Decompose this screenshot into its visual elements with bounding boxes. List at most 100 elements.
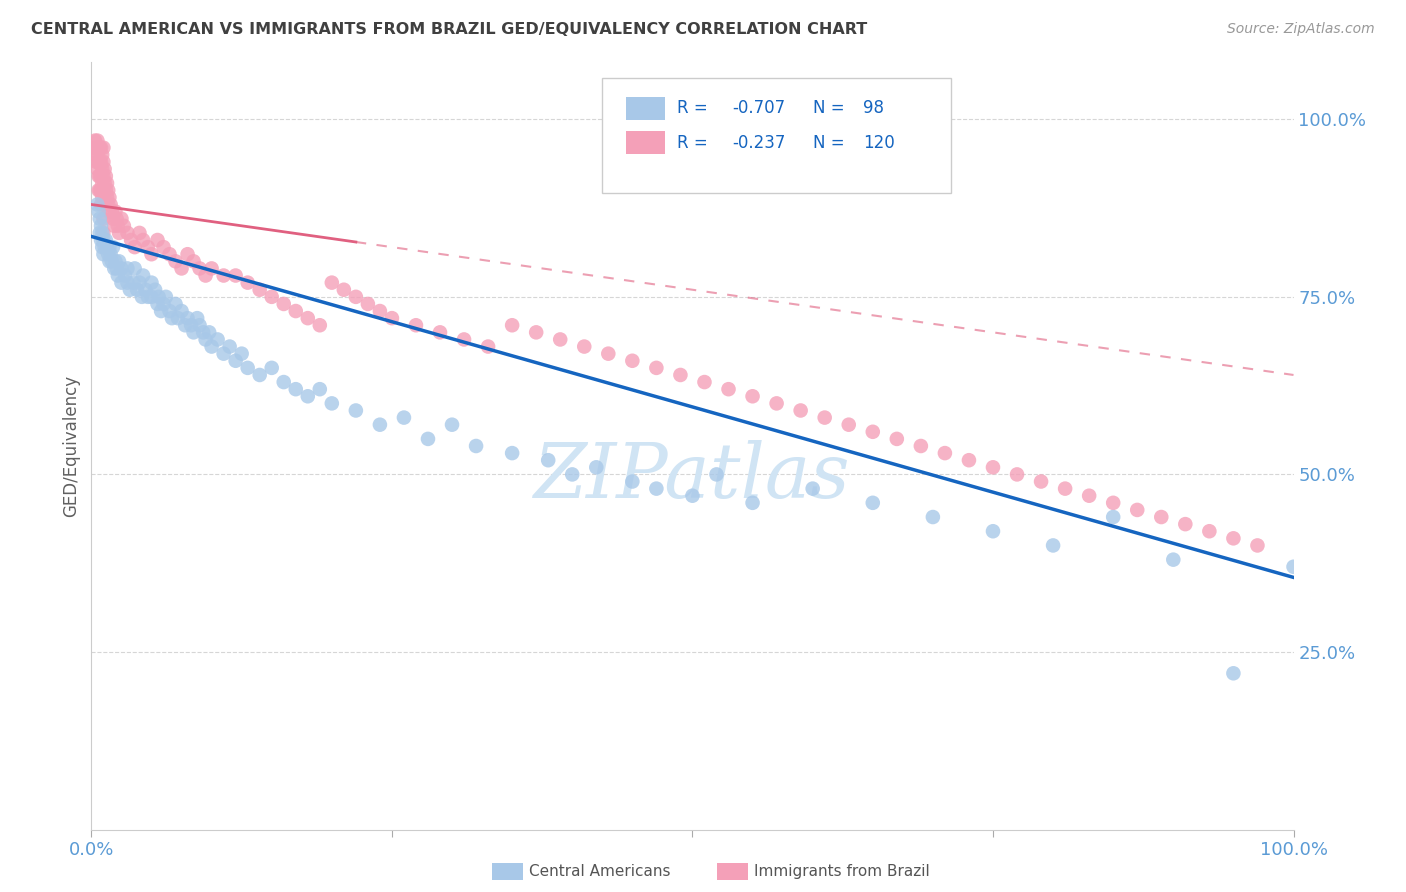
Point [136, 240, 159, 254]
Point [621, 353, 644, 368]
Point [112, 219, 135, 233]
Point [297, 389, 319, 403]
Text: N =: N = [813, 134, 844, 152]
Point [100, 197, 122, 211]
Point [183, 254, 205, 268]
Point [368, 304, 391, 318]
Point [236, 360, 259, 375]
Point [1005, 467, 1028, 482]
Point [89, 183, 111, 197]
Text: 98: 98 [863, 100, 884, 118]
Point [194, 333, 217, 347]
Point [368, 417, 391, 432]
Point [321, 396, 343, 410]
Point [90, 219, 112, 233]
Point [90, 197, 112, 211]
Point [681, 489, 703, 503]
Point [96, 190, 118, 204]
Point [922, 510, 945, 524]
Point [91, 240, 114, 254]
Point [100, 247, 122, 261]
Point [186, 311, 208, 326]
Text: -0.707: -0.707 [733, 100, 785, 118]
Point [201, 340, 224, 354]
Point [981, 460, 1004, 475]
Point [91, 176, 114, 190]
Point [621, 475, 644, 489]
Point [91, 148, 114, 162]
Point [249, 283, 271, 297]
Point [910, 439, 932, 453]
Point [87, 141, 110, 155]
Point [107, 268, 129, 283]
Point [87, 204, 110, 219]
Point [344, 290, 367, 304]
Point [104, 254, 127, 268]
Point [141, 290, 163, 304]
Text: Source: ZipAtlas.com: Source: ZipAtlas.com [1227, 22, 1375, 37]
Point [90, 233, 112, 247]
Point [117, 276, 139, 290]
Point [150, 304, 173, 318]
Point [90, 154, 112, 169]
Text: Immigrants from Brazil: Immigrants from Brazil [754, 864, 929, 879]
Point [765, 396, 787, 410]
Point [93, 240, 115, 254]
Point [212, 346, 235, 360]
Point [416, 432, 439, 446]
Point [110, 211, 132, 226]
Point [90, 169, 112, 183]
Point [114, 268, 136, 283]
Point [693, 375, 716, 389]
Point [297, 311, 319, 326]
Point [84, 154, 107, 169]
Point [717, 382, 740, 396]
Point [886, 432, 908, 446]
Point [155, 290, 177, 304]
Point [101, 204, 124, 219]
Point [84, 141, 107, 155]
Point [838, 417, 860, 432]
Point [105, 261, 128, 276]
Point [501, 318, 523, 333]
Point [93, 233, 115, 247]
Point [93, 154, 115, 169]
Point [207, 333, 229, 347]
Point [107, 219, 129, 233]
Point [89, 141, 111, 155]
Point [645, 482, 668, 496]
Point [146, 297, 169, 311]
Point [141, 276, 163, 290]
Point [1078, 489, 1101, 503]
Bar [626, 97, 665, 120]
Point [90, 183, 112, 197]
Point [176, 311, 198, 326]
Point [218, 340, 240, 354]
Point [86, 161, 108, 176]
Point [90, 141, 112, 155]
Point [501, 446, 523, 460]
Point [89, 154, 111, 169]
Point [93, 141, 115, 155]
Point [236, 276, 259, 290]
Point [143, 283, 166, 297]
Point [1150, 510, 1173, 524]
Point [159, 304, 181, 318]
Point [1222, 666, 1244, 681]
Point [440, 417, 463, 432]
Point [231, 346, 253, 360]
Point [93, 226, 115, 240]
Point [193, 326, 215, 340]
Point [152, 297, 174, 311]
Point [96, 176, 118, 190]
Point [118, 283, 141, 297]
Bar [626, 131, 665, 154]
Point [89, 211, 111, 226]
Point [93, 211, 115, 226]
Point [405, 318, 427, 333]
Point [934, 446, 956, 460]
Y-axis label: GED/Equivalency: GED/Equivalency [62, 375, 80, 517]
Point [110, 276, 132, 290]
Point [645, 360, 668, 375]
Point [104, 204, 127, 219]
